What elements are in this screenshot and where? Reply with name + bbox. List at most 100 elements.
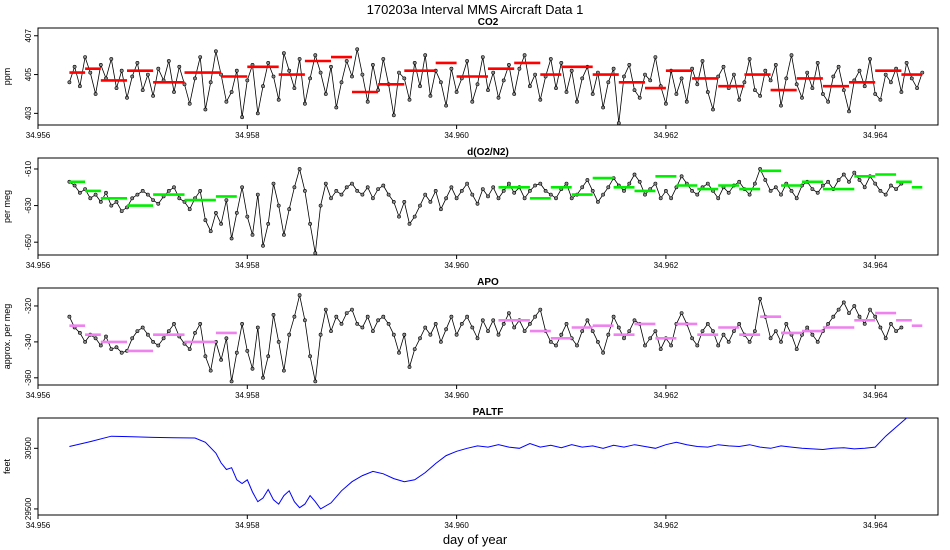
data-point-apo (130, 336, 135, 341)
data-point-o2n2 (475, 201, 480, 206)
x-tick-label-paltf: 34.956 (26, 521, 51, 530)
data-point-o2n2 (344, 185, 349, 190)
data-point-co2 (705, 90, 710, 94)
y-tick-label-o2n2: -630 (24, 197, 33, 214)
data-point-apo (412, 347, 417, 352)
data-point-o2n2 (773, 185, 778, 190)
data-point-co2 (627, 63, 632, 67)
data-point-apo (135, 329, 140, 334)
data-point-o2n2 (669, 196, 674, 201)
data-point-apo (119, 350, 124, 355)
data-point-apo (339, 321, 344, 326)
data-point-apo (444, 327, 449, 332)
data-point-o2n2 (596, 199, 600, 204)
data-point-co2 (909, 76, 914, 81)
data-point-o2n2 (78, 190, 82, 195)
data-point-co2 (344, 59, 349, 63)
data-point-co2 (83, 55, 88, 60)
data-point-o2n2 (470, 192, 475, 197)
data-point-apo (805, 325, 810, 330)
data-point-co2 (794, 82, 799, 87)
data-point-apo (397, 350, 401, 355)
data-point-co2 (684, 99, 689, 104)
data-point-o2n2 (878, 188, 883, 193)
panel-co2: CO2 ppm 34.956 34.958 34.960 34.962 34.964 403 4… (2, 17, 939, 140)
data-point-co2 (753, 88, 757, 93)
data-point-apo (292, 314, 297, 319)
data-point-apo (360, 325, 365, 330)
x-tick-label-apo: 34.958 (235, 391, 260, 400)
data-point-o2n2 (585, 178, 590, 182)
data-point-co2 (177, 64, 182, 69)
data-point-o2n2 (119, 209, 124, 214)
data-point-co2 (109, 57, 114, 61)
data-point-apo (475, 336, 480, 341)
data-point-o2n2 (355, 188, 360, 193)
data-point-apo (172, 321, 176, 326)
x-tick-label-apo: 34.964 (863, 391, 888, 400)
data-point-o2n2 (632, 172, 637, 177)
data-point-o2n2 (768, 188, 773, 193)
data-point-co2 (737, 97, 742, 102)
data-point-apo (711, 329, 715, 334)
data-point-co2 (789, 53, 794, 58)
data-point-apo (794, 347, 799, 352)
data-point-co2 (763, 68, 768, 73)
data-point-co2 (339, 80, 344, 85)
data-point-apo (140, 325, 145, 330)
data-point-co2 (193, 76, 197, 81)
data-point-co2 (700, 59, 705, 63)
data-point-co2 (522, 53, 527, 58)
data-point-co2 (203, 107, 208, 112)
data-point-apo (747, 339, 752, 344)
data-point-o2n2 (873, 181, 878, 186)
data-point-apo (480, 318, 485, 323)
data-point-co2 (281, 51, 286, 56)
data-point-o2n2 (569, 196, 574, 201)
data-point-o2n2 (883, 192, 888, 197)
x-tick-label-apo: 34.960 (444, 391, 469, 400)
data-point-co2 (334, 105, 339, 110)
data-point-o2n2 (637, 179, 642, 184)
data-point-apo (679, 311, 684, 316)
data-point-apo (773, 329, 778, 334)
data-point-co2 (486, 88, 490, 93)
data-point-o2n2 (318, 203, 323, 208)
panel-title-co2: CO2 (478, 17, 499, 28)
data-point-o2n2 (695, 192, 700, 197)
data-point-apo (627, 329, 632, 334)
data-point-o2n2 (548, 192, 553, 197)
data-point-apo (198, 321, 203, 326)
data-point-o2n2 (177, 196, 182, 201)
data-point-o2n2 (622, 188, 626, 193)
data-point-o2n2 (140, 188, 145, 193)
data-point-co2 (114, 86, 119, 91)
data-point-co2 (355, 47, 360, 52)
data-point-o2n2 (339, 192, 344, 197)
data-point-co2 (480, 55, 485, 60)
data-point-o2n2 (726, 190, 731, 195)
data-point-co2 (590, 92, 595, 96)
data-point-apo (616, 325, 621, 330)
data-point-apo (145, 332, 150, 337)
data-point-apo (768, 336, 773, 341)
data-point-co2 (98, 63, 103, 67)
data-point-o2n2 (72, 183, 77, 188)
data-point-co2 (904, 61, 909, 65)
data-point-co2 (664, 101, 668, 106)
data-point-o2n2 (528, 188, 532, 193)
data-point-o2n2 (538, 181, 543, 186)
data-point-o2n2 (187, 207, 192, 212)
data-point-co2 (559, 61, 564, 65)
data-point-apo (418, 336, 422, 341)
data-point-co2 (862, 84, 867, 89)
data-point-apo (868, 307, 872, 312)
data-point-o2n2 (350, 181, 354, 186)
data-point-apo (716, 343, 721, 348)
data-point-co2 (329, 64, 333, 69)
series-line-co2 (69, 49, 923, 124)
data-point-co2 (616, 121, 621, 125)
data-point-apo (643, 343, 647, 348)
y-tick-label-o2n2: -650 (24, 234, 33, 251)
